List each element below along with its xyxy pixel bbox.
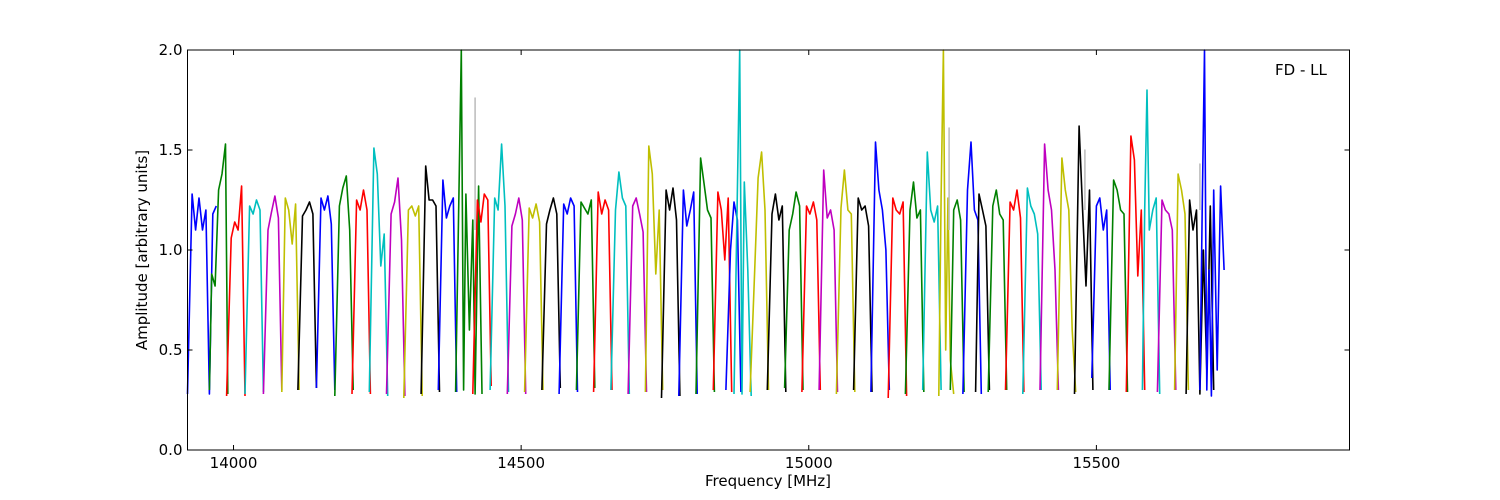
series-line-59 [1125,135,1146,393]
series-line-42 [887,197,908,399]
series-line-18 [489,143,510,393]
series-line-30 [695,157,716,395]
series-line-52 [1022,187,1042,395]
series-line-43 [904,181,925,395]
series-line-7 [315,195,336,391]
series-line-33 [733,49,752,397]
series-line-25 [610,171,631,395]
series-line-3 [244,199,265,395]
series-line-58 [1108,179,1129,393]
series-line-2 [225,185,246,397]
x-tick-label-0: 14000 [210,454,258,472]
series-line-55 [1073,125,1094,395]
series-line-1 [208,143,229,395]
series-line-21 [541,197,562,391]
tick-layer: 14000 14500 15000 15500 0.0 0.5 1.0 1.5 2.0 [159,41,1350,472]
series-line-15 [454,49,483,395]
series-line-11 [385,177,406,397]
series-line-65 [1199,49,1225,397]
series-line-49 [974,193,991,393]
series-line-13 [420,165,441,395]
series-line-32 [725,201,742,393]
series-line-47 [949,199,965,393]
y-tick-label-0: 0.0 [159,441,183,459]
y-tick-label-1: 0.5 [159,341,183,359]
series-line-44 [921,151,942,391]
series-line-22 [558,197,579,395]
x-tick-label-1: 14500 [497,454,545,472]
series-line-64 [1185,199,1215,395]
series-line-34 [749,151,770,393]
series-line-8 [334,175,354,397]
series-line-27 [644,145,664,393]
series-line-50 [987,189,1008,393]
series-line-53 [1039,143,1060,391]
series-line-29 [678,189,698,397]
series-line-40 [852,197,873,393]
series-line-28 [660,187,681,399]
series-line-5 [281,197,300,393]
series-line-6 [297,201,318,391]
series-line-61 [1156,199,1177,393]
y-tick-label-4: 2.0 [159,41,183,59]
series-line-31 [712,191,733,393]
series-line-23 [575,199,596,391]
series-line-41 [870,141,891,393]
x-tick-label-3: 15500 [1073,454,1121,472]
series-line-20 [523,203,544,393]
y-tick-label-2: 1.0 [159,241,183,259]
series-line-16 [472,193,492,395]
series-line-10 [368,147,389,397]
series-line-37 [801,201,822,393]
series-line-4 [262,195,283,395]
plot-annotation: FD - LL [1275,61,1327,79]
series-line-62 [1173,173,1190,391]
series-line-24 [592,191,613,393]
series-line-39 [835,169,856,395]
series-line-54 [1056,157,1077,393]
series-line-12 [403,205,423,399]
series-line-36 [783,191,804,391]
y-tick-label-3: 1.5 [159,141,183,159]
x-tick-label-2: 15000 [785,454,833,472]
series-line-57 [1091,197,1111,391]
y-axis-label: Amplitude [arbitrary units] [133,150,151,350]
series-line-26 [627,197,648,395]
series-line-14 [437,179,458,393]
series-line-9 [351,189,372,395]
x-axis-label: Frequency [MHz] [705,472,831,490]
series-layer [186,49,1225,399]
series-line-35 [766,193,787,393]
series-line-38 [818,169,839,393]
series-line-60 [1141,89,1161,395]
series-line-51 [1004,189,1025,393]
series-line-19 [506,197,527,395]
